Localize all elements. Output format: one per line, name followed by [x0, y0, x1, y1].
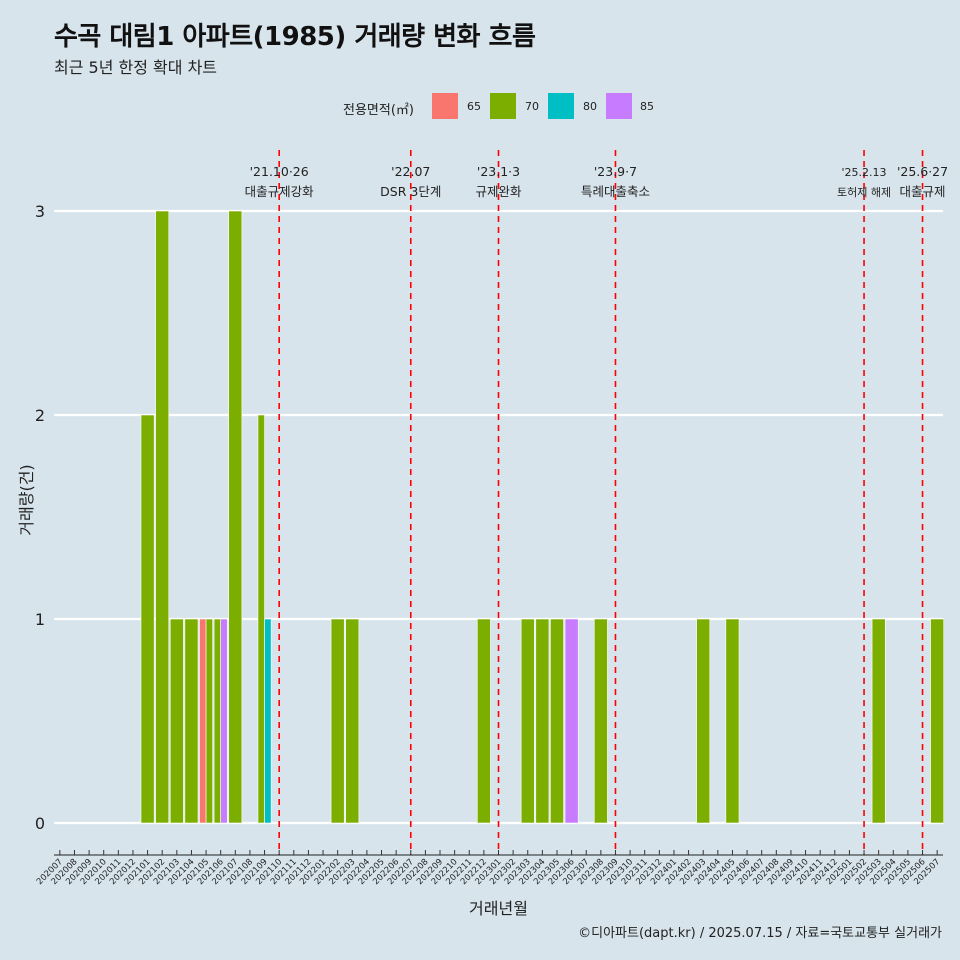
y-tick-label: 3 [35, 202, 45, 221]
bar-202103-70 [169, 618, 184, 824]
y-tick-label: 0 [35, 814, 45, 833]
event-date-label: '25.2.13 [842, 166, 887, 179]
bar-202306-85 [564, 618, 579, 824]
bar-202106-70 [213, 618, 221, 824]
bar-202105-70 [205, 618, 213, 824]
event-name-label: DSR 3단계 [380, 184, 441, 199]
y-tick-label: 1 [35, 610, 45, 629]
bar-202305-70 [550, 618, 564, 824]
legend-label-65: 65 [467, 100, 481, 113]
bar-202102-70 [155, 210, 170, 824]
bar-202308-70 [593, 618, 608, 824]
bar-202104-70 [184, 618, 199, 824]
bar-202203-70 [345, 618, 360, 824]
bar-202503-70 [871, 618, 886, 824]
legend-key-70 [490, 93, 516, 119]
bar-202107-70 [228, 210, 243, 824]
event-name-label: 대출규제 [900, 184, 946, 199]
bar-202109-70 [257, 414, 265, 824]
bar-202109-80 [264, 618, 272, 824]
legend-key-85 [606, 93, 632, 119]
event-name-label: 토허제 해제 [837, 185, 891, 199]
legend-key-65 [432, 93, 458, 119]
y-tick-label: 2 [35, 406, 45, 425]
y-axis-title: 거래량(건) [17, 464, 36, 535]
bar-202202-70 [330, 618, 345, 824]
event-date-label: '22.07 [391, 164, 430, 179]
bar-202101-70 [140, 414, 155, 824]
bar-202105-65 [199, 618, 207, 824]
bar-202405-70 [725, 618, 740, 824]
chart-subtitle: 최근 5년 한정 확대 차트 [54, 58, 218, 77]
legend: 전용면적(㎡) 65 70 80 85 [0, 93, 960, 121]
event-name-label: 대출규제강화 [245, 184, 315, 199]
bar-202212-70 [476, 618, 491, 824]
legend-label-80: 80 [583, 100, 597, 113]
legend-label-85: 85 [640, 100, 654, 113]
bar-202403-70 [696, 618, 711, 824]
legend-title: 전용면적(㎡) [343, 103, 414, 118]
event-date-label: '23.1·3 [477, 164, 520, 179]
event-date-label: '25.6·27 [897, 164, 948, 179]
source-caption: ©디아파트(dapt.kr) / 2025.07.15 / 자료=국토교통부 실… [578, 926, 942, 941]
event-name-label: 규제완화 [475, 184, 522, 199]
chart-title: 수곡 대림1 아파트(1985) 거래량 변화 흐름 [54, 22, 536, 52]
bar-202507-70 [930, 618, 945, 824]
event-date-label: '21.10·26 [250, 164, 309, 179]
event-name-label: 특례대출축소 [581, 184, 650, 199]
bar-202303-70 [520, 618, 535, 824]
legend-label-70: 70 [525, 100, 539, 113]
bar-202106-85 [220, 618, 228, 824]
x-axis-title: 거래년월 [469, 899, 528, 918]
bar-202304-70 [535, 618, 550, 824]
event-date-label: '23.9·7 [594, 164, 637, 179]
legend-key-80 [548, 93, 574, 119]
